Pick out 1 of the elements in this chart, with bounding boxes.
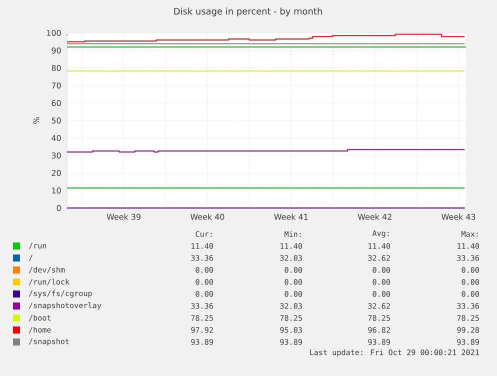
chart-title: Disk usage in percent - by month [174,8,322,16]
